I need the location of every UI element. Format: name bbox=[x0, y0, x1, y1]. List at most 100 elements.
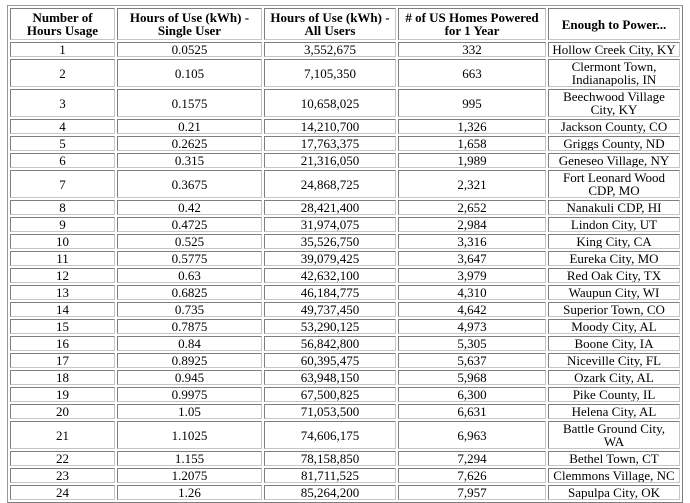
table-row: 5 0.2625 17,763,375 1,658 Griggs County, ND bbox=[10, 136, 680, 151]
cell-kwh-all-users: 85,264,200 bbox=[264, 485, 396, 500]
table-row: 9 0.4725 31,974,075 2,984 Lindon City, UT bbox=[10, 217, 680, 232]
cell-homes-powered: 1,326 bbox=[398, 119, 546, 134]
cell-kwh-single-user: 1.26 bbox=[117, 485, 262, 500]
cell-kwh-all-users: 63,948,150 bbox=[264, 370, 396, 385]
cell-kwh-single-user: 0.315 bbox=[117, 153, 262, 168]
table-row: 23 1.2075 81,711,525 7,626 Clemmons Village,… bbox=[10, 468, 680, 483]
cell-kwh-all-users: 7,105,350 bbox=[264, 59, 396, 87]
cell-kwh-single-user: 0.21 bbox=[117, 119, 262, 134]
cell-homes-powered: 3,979 bbox=[398, 268, 546, 283]
table-row: 7 0.3675 24,868,725 2,321 Fort Leonard Wood … bbox=[10, 170, 680, 198]
cell-hours-usage: 9 bbox=[10, 217, 115, 232]
table-row: 13 0.6825 46,184,775 4,310 Waupun City, WI bbox=[10, 285, 680, 300]
cell-kwh-all-users: 67,500,825 bbox=[264, 387, 396, 402]
cell-kwh-all-users: 42,632,100 bbox=[264, 268, 396, 283]
table-row: 2 0.105 7,105,350 663 Clermont Town, Indiana… bbox=[10, 59, 680, 87]
cell-kwh-single-user: 0.84 bbox=[117, 336, 262, 351]
table-row: 18 0.945 63,948,150 5,968 Ozark City, AL bbox=[10, 370, 680, 385]
cell-kwh-all-users: 28,421,400 bbox=[264, 200, 396, 215]
cell-enough-to-power: Jackson County, CO bbox=[548, 119, 680, 134]
cell-homes-powered: 7,626 bbox=[398, 468, 546, 483]
table-row: 12 0.63 42,632,100 3,979 Red Oak City, TX bbox=[10, 268, 680, 283]
cell-homes-powered: 4,310 bbox=[398, 285, 546, 300]
cell-enough-to-power: King City, CA bbox=[548, 234, 680, 249]
cell-hours-usage: 21 bbox=[10, 421, 115, 449]
cell-hours-usage: 18 bbox=[10, 370, 115, 385]
cell-enough-to-power: Bethel Town, CT bbox=[548, 451, 680, 466]
column-header-hours-of-use-single-user: Hours of Use (kWh) - Single User bbox=[117, 8, 262, 40]
cell-homes-powered: 5,968 bbox=[398, 370, 546, 385]
table-row: 22 1.155 78,158,850 7,294 Bethel Town, CT bbox=[10, 451, 680, 466]
column-header-number-of-hours-usage: Number of Hours Usage bbox=[10, 8, 115, 40]
cell-kwh-single-user: 0.735 bbox=[117, 302, 262, 317]
cell-homes-powered: 995 bbox=[398, 89, 546, 117]
cell-enough-to-power: Beechwood Village City, KY bbox=[548, 89, 680, 117]
cell-hours-usage: 2 bbox=[10, 59, 115, 87]
cell-enough-to-power: Fort Leonard Wood CDP, MO bbox=[548, 170, 680, 198]
cell-enough-to-power: Nanakuli CDP, HI bbox=[548, 200, 680, 215]
cell-kwh-all-users: 56,842,800 bbox=[264, 336, 396, 351]
cell-homes-powered: 5,305 bbox=[398, 336, 546, 351]
cell-kwh-single-user: 0.63 bbox=[117, 268, 262, 283]
cell-hours-usage: 17 bbox=[10, 353, 115, 368]
table-row: 1 0.0525 3,552,675 332 Hollow Creek City, KY bbox=[10, 42, 680, 57]
cell-homes-powered: 4,973 bbox=[398, 319, 546, 334]
cell-enough-to-power: Eureka City, MO bbox=[548, 251, 680, 266]
cell-kwh-single-user: 0.5775 bbox=[117, 251, 262, 266]
cell-homes-powered: 6,300 bbox=[398, 387, 546, 402]
cell-homes-powered: 332 bbox=[398, 42, 546, 57]
table-row: 19 0.9975 67,500,825 6,300 Pike County, IL bbox=[10, 387, 680, 402]
cell-hours-usage: 13 bbox=[10, 285, 115, 300]
cell-hours-usage: 15 bbox=[10, 319, 115, 334]
cell-kwh-single-user: 0.9975 bbox=[117, 387, 262, 402]
cell-homes-powered: 1,658 bbox=[398, 136, 546, 151]
cell-hours-usage: 19 bbox=[10, 387, 115, 402]
cell-homes-powered: 2,321 bbox=[398, 170, 546, 198]
cell-enough-to-power: Moody City, AL bbox=[548, 319, 680, 334]
cell-homes-powered: 6,963 bbox=[398, 421, 546, 449]
cell-kwh-single-user: 0.2625 bbox=[117, 136, 262, 151]
cell-kwh-single-user: 0.945 bbox=[117, 370, 262, 385]
cell-homes-powered: 7,957 bbox=[398, 485, 546, 500]
table-row: 17 0.8925 60,395,475 5,637 Niceville City, F… bbox=[10, 353, 680, 368]
cell-enough-to-power: Boone City, IA bbox=[548, 336, 680, 351]
table-row: 24 1.26 85,264,200 7,957 Sapulpa City, OK bbox=[10, 485, 680, 500]
cell-homes-powered: 1,989 bbox=[398, 153, 546, 168]
cell-kwh-single-user: 0.105 bbox=[117, 59, 262, 87]
cell-kwh-all-users: 49,737,450 bbox=[264, 302, 396, 317]
cell-kwh-all-users: 3,552,675 bbox=[264, 42, 396, 57]
table-row: 10 0.525 35,526,750 3,316 King City, CA bbox=[10, 234, 680, 249]
cell-hours-usage: 16 bbox=[10, 336, 115, 351]
cell-hours-usage: 14 bbox=[10, 302, 115, 317]
cell-enough-to-power: Sapulpa City, OK bbox=[548, 485, 680, 500]
cell-kwh-all-users: 71,053,500 bbox=[264, 404, 396, 419]
column-header-enough-to-power: Enough to Power... bbox=[548, 8, 680, 40]
cell-hours-usage: 5 bbox=[10, 136, 115, 151]
cell-kwh-single-user: 0.8925 bbox=[117, 353, 262, 368]
cell-enough-to-power: Ozark City, AL bbox=[548, 370, 680, 385]
cell-hours-usage: 11 bbox=[10, 251, 115, 266]
cell-hours-usage: 12 bbox=[10, 268, 115, 283]
table-row: 6 0.315 21,316,050 1,989 Geneseo Village, NY bbox=[10, 153, 680, 168]
cell-enough-to-power: Superior Town, CO bbox=[548, 302, 680, 317]
cell-kwh-all-users: 10,658,025 bbox=[264, 89, 396, 117]
cell-kwh-all-users: 14,210,700 bbox=[264, 119, 396, 134]
cell-kwh-single-user: 0.525 bbox=[117, 234, 262, 249]
cell-kwh-single-user: 1.2075 bbox=[117, 468, 262, 483]
cell-kwh-all-users: 31,974,075 bbox=[264, 217, 396, 232]
cell-kwh-single-user: 1.155 bbox=[117, 451, 262, 466]
table-row: 11 0.5775 39,079,425 3,647 Eureka City, MO bbox=[10, 251, 680, 266]
cell-kwh-single-user: 0.0525 bbox=[117, 42, 262, 57]
table-row: 16 0.84 56,842,800 5,305 Boone City, IA bbox=[10, 336, 680, 351]
cell-kwh-all-users: 24,868,725 bbox=[264, 170, 396, 198]
cell-kwh-all-users: 39,079,425 bbox=[264, 251, 396, 266]
cell-hours-usage: 22 bbox=[10, 451, 115, 466]
column-header-us-homes-powered: # of US Homes Powered for 1 Year bbox=[398, 8, 546, 40]
table-header-row: Number of Hours Usage Hours of Use (kWh)… bbox=[10, 8, 680, 40]
cell-enough-to-power: Battle Ground City, WA bbox=[548, 421, 680, 449]
cell-kwh-all-users: 60,395,475 bbox=[264, 353, 396, 368]
cell-kwh-single-user: 0.42 bbox=[117, 200, 262, 215]
cell-homes-powered: 3,647 bbox=[398, 251, 546, 266]
cell-hours-usage: 10 bbox=[10, 234, 115, 249]
cell-enough-to-power: Hollow Creek City, KY bbox=[548, 42, 680, 57]
